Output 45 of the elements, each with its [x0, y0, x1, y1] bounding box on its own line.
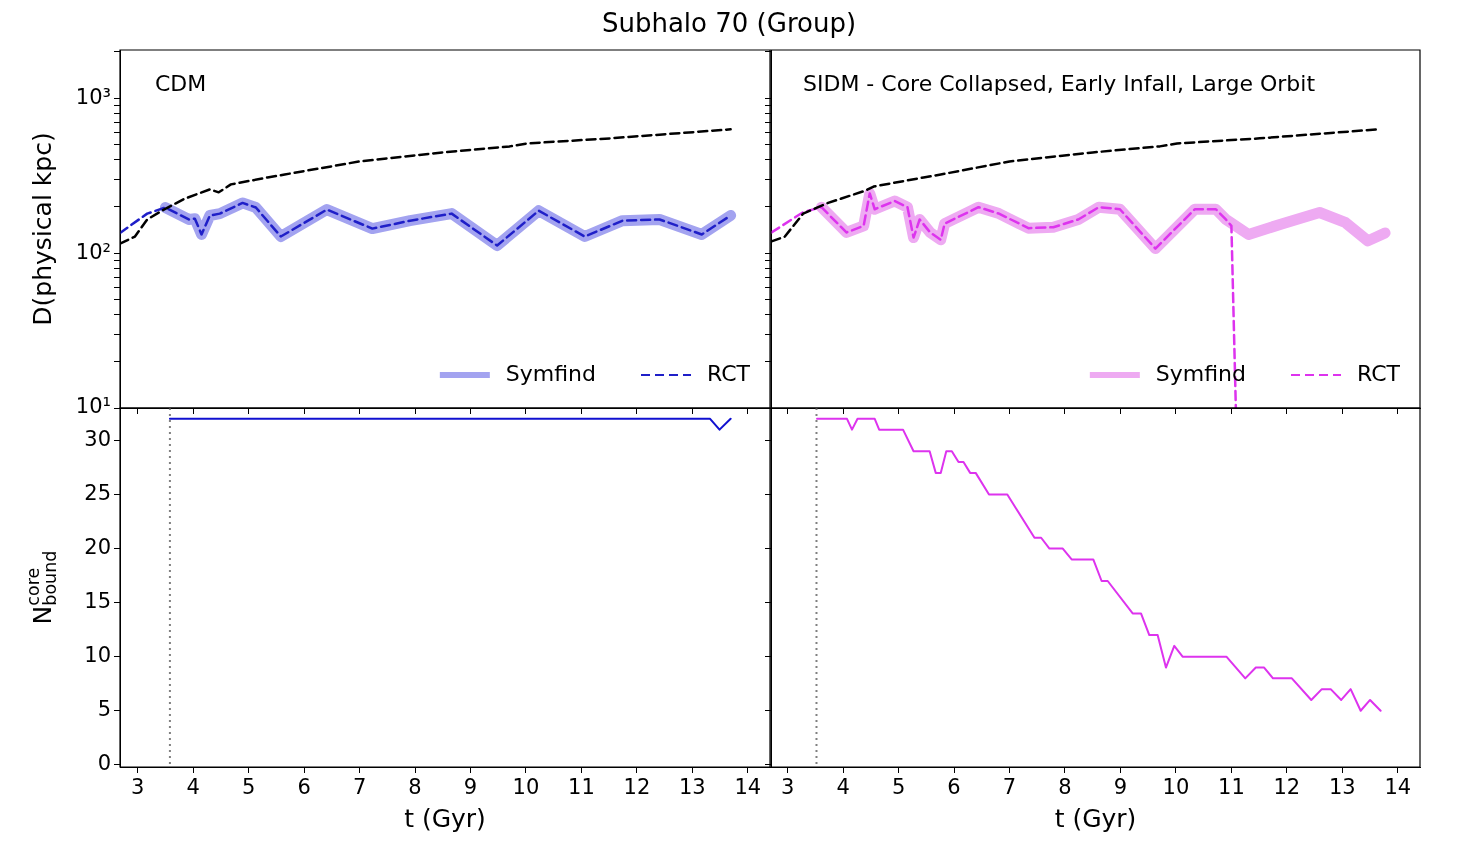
x-tick-label: 5 — [891, 775, 906, 800]
x-tick-label: 8 — [408, 775, 422, 800]
y-tick-label: 10 — [84, 643, 111, 668]
x-tick-label: 13 — [678, 775, 706, 800]
x-tick-label: 5 — [241, 775, 256, 800]
annotation: CDM — [155, 70, 207, 96]
x-tick-label: 14 — [734, 775, 762, 800]
y-tick-label: 30 — [84, 426, 111, 451]
x-tick-label: 9 — [463, 775, 478, 800]
x-tick-label: 14 — [1384, 775, 1412, 800]
x-tick-label: 10 — [512, 775, 540, 800]
y-tick-label: 25 — [84, 480, 111, 505]
chart-title: Subhalo 70 (Group) — [600, 8, 858, 38]
x-tick-label: 9 — [1113, 775, 1128, 800]
legend-label: RCT — [1357, 360, 1401, 386]
x-tick-label: 8 — [1058, 775, 1072, 800]
y-tick-label: 10³ — [75, 84, 111, 109]
x-tick-label: 13 — [1328, 775, 1356, 800]
legend-label: Symfind — [505, 360, 597, 386]
x-tick-label: 3 — [780, 775, 795, 800]
legend-label: Symfind — [1155, 360, 1247, 386]
y-axis-title: Ncorebound — [22, 550, 61, 625]
x-tick-label: 4 — [836, 775, 850, 800]
y-tick-label: 10² — [75, 239, 111, 264]
legend-label: RCT — [707, 360, 751, 386]
annotation: SIDM - Core Collapsed, Early Infall, Large Orbit — [803, 70, 1316, 96]
x-tick-label: 10 — [1162, 775, 1190, 800]
x-tick-label: 12 — [1273, 775, 1301, 800]
y-tick-label: 0 — [97, 751, 111, 776]
y-tick-label: 15 — [84, 589, 111, 614]
x-tick-label: 6 — [297, 775, 311, 800]
x-tick-label: 11 — [568, 775, 595, 800]
x-tick-label: 7 — [352, 775, 367, 800]
x-tick-label: 12 — [623, 775, 651, 800]
y-tick-label: 5 — [97, 697, 111, 722]
x-axis-title: t (Gyr) — [1054, 803, 1137, 833]
x-tick-label: 3 — [131, 775, 145, 800]
y-axis-title: D(physical kpc) — [27, 132, 57, 326]
x-tick-label: 4 — [186, 775, 200, 800]
y-tick-label: 20 — [84, 535, 111, 560]
x-tick-label: 11 — [1218, 775, 1245, 800]
x-tick-label: 7 — [1002, 775, 1017, 800]
x-tick-label: 6 — [947, 775, 961, 800]
y-tick-label: 10¹ — [75, 394, 111, 419]
x-axis-title: t (Gyr) — [404, 803, 486, 833]
